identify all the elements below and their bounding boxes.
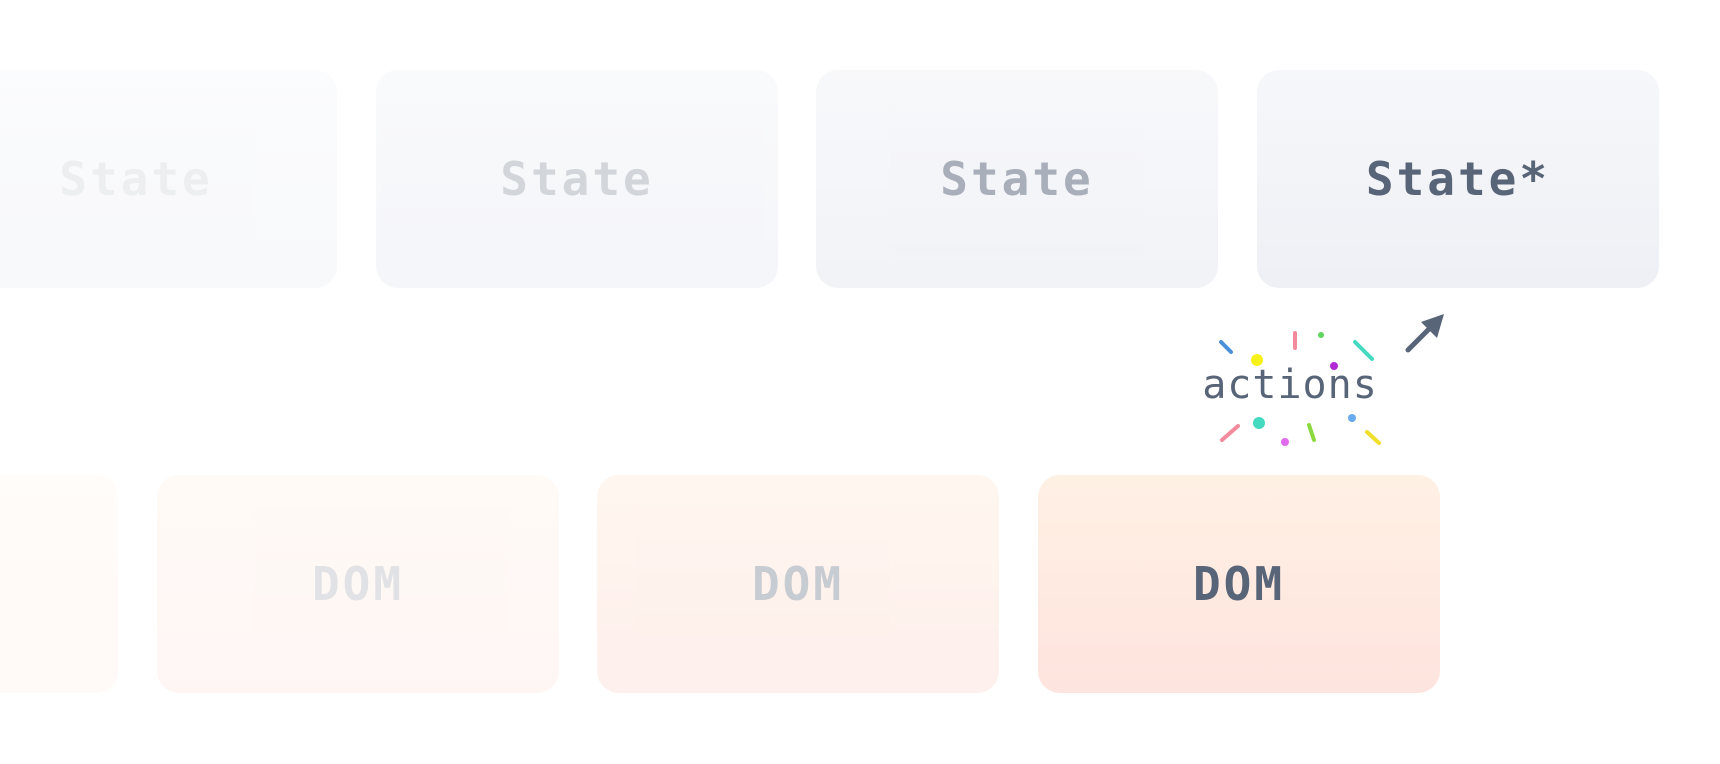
- state-card: State: [816, 70, 1218, 288]
- dom-label: DOM: [311, 557, 405, 611]
- current-state-label: State*: [1365, 152, 1551, 206]
- state-label: State: [940, 152, 1094, 206]
- dom-card: DOM: [157, 475, 559, 693]
- confetti-piece: [1330, 362, 1338, 370]
- current-state-card: State*: [1257, 70, 1659, 288]
- confetti-piece: [1251, 354, 1263, 366]
- confetti-piece: [1281, 438, 1289, 446]
- current-dom-card: DOM: [1038, 475, 1440, 693]
- actions-label: actions: [1202, 362, 1378, 408]
- state-card: State: [0, 70, 337, 288]
- confetti-piece: [1365, 430, 1381, 445]
- confetti-piece: [1318, 332, 1324, 338]
- confetti-piece: [1307, 423, 1316, 442]
- dom-card-faded: [0, 475, 118, 693]
- state-card: State: [376, 70, 778, 288]
- dom-card: DOM: [597, 475, 999, 693]
- confetti-piece: [1348, 414, 1356, 422]
- state-label: State: [500, 152, 654, 206]
- confetti-piece: [1219, 340, 1233, 354]
- state-label: State: [59, 152, 213, 206]
- confetti-piece: [1220, 424, 1240, 442]
- confetti-piece: [1353, 340, 1374, 361]
- arrow-up-right-icon: [1405, 314, 1444, 353]
- current-dom-label: DOM: [1192, 557, 1286, 611]
- confetti-piece: [1253, 417, 1265, 429]
- dom-label: DOM: [751, 557, 845, 611]
